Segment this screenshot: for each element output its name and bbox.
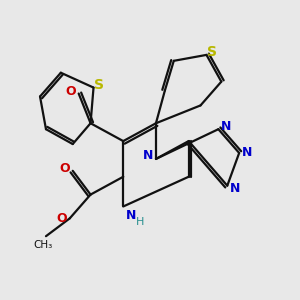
Text: O: O xyxy=(65,85,76,98)
Text: N: N xyxy=(230,182,240,194)
Text: N: N xyxy=(220,120,231,133)
Text: O: O xyxy=(56,212,67,225)
Text: CH₃: CH₃ xyxy=(33,239,52,250)
Text: N: N xyxy=(142,149,153,162)
Text: N: N xyxy=(125,209,136,223)
Text: S: S xyxy=(94,78,104,92)
Text: O: O xyxy=(59,162,70,175)
Text: S: S xyxy=(207,45,218,59)
Text: H: H xyxy=(135,217,144,227)
Text: N: N xyxy=(242,146,253,160)
